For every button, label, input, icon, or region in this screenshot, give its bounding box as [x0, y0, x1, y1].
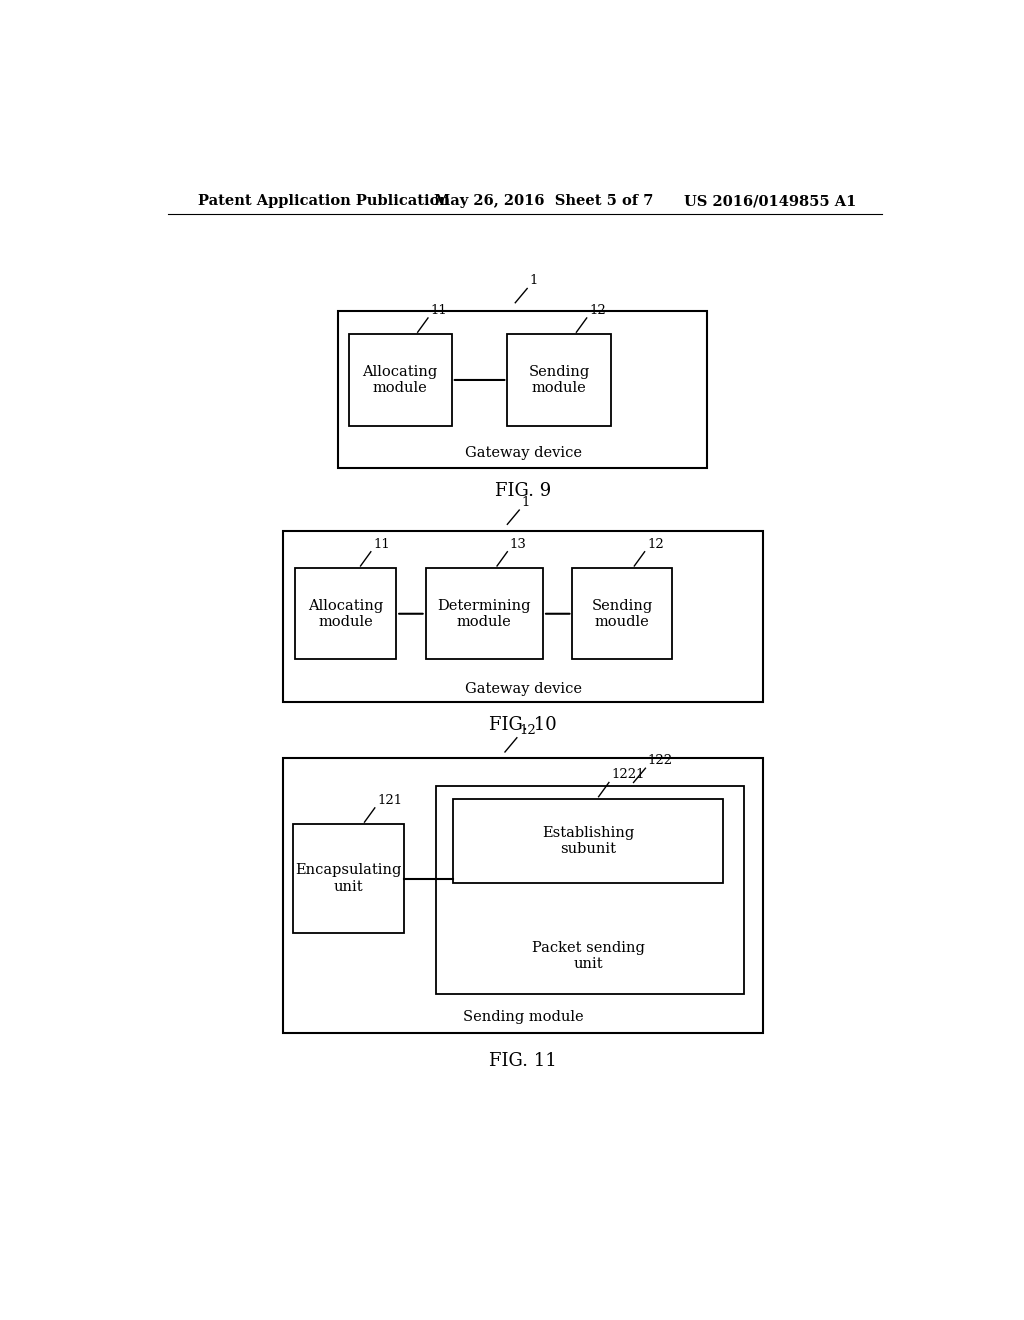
Bar [572, 568, 672, 660]
Text: 12: 12 [519, 723, 536, 737]
Text: 11: 11 [373, 537, 390, 550]
Bar [293, 824, 404, 933]
Text: 1: 1 [521, 496, 530, 510]
Text: Sending module: Sending module [463, 1010, 584, 1024]
Text: 12: 12 [647, 537, 664, 550]
Text: Sending
module: Sending module [528, 364, 590, 395]
Bar [283, 532, 763, 702]
Bar [338, 312, 708, 469]
Text: Patent Application Publication: Patent Application Publication [198, 194, 450, 209]
Bar [283, 758, 763, 1032]
Bar [507, 334, 610, 426]
Text: Gateway device: Gateway device [465, 446, 582, 461]
Text: 122: 122 [648, 754, 673, 767]
Text: Determining
module: Determining module [437, 599, 531, 628]
Text: Gateway device: Gateway device [465, 682, 582, 696]
Text: 12: 12 [589, 304, 606, 317]
Bar [454, 799, 723, 883]
Text: FIG. 9: FIG. 9 [495, 482, 551, 500]
Text: Establishing
subunit: Establishing subunit [542, 826, 635, 855]
Text: Packet sending
unit: Packet sending unit [531, 941, 645, 972]
Bar [436, 785, 743, 994]
Text: Encapsulating
unit: Encapsulating unit [296, 863, 401, 894]
Bar [426, 568, 543, 660]
Text: FIG. 11: FIG. 11 [489, 1052, 557, 1071]
Text: 121: 121 [377, 793, 402, 807]
Text: Sending
moudle: Sending moudle [592, 599, 652, 628]
Text: FIG. 10: FIG. 10 [489, 715, 557, 734]
Bar [295, 568, 396, 660]
Text: 1: 1 [529, 275, 538, 288]
Text: May 26, 2016  Sheet 5 of 7: May 26, 2016 Sheet 5 of 7 [433, 194, 653, 209]
Text: Allocating
module: Allocating module [308, 599, 383, 628]
Text: US 2016/0149855 A1: US 2016/0149855 A1 [684, 194, 856, 209]
Text: 1221: 1221 [611, 768, 645, 781]
Text: Allocating
module: Allocating module [362, 364, 438, 395]
Bar [348, 334, 452, 426]
Text: 13: 13 [510, 537, 526, 550]
Text: 11: 11 [430, 304, 447, 317]
